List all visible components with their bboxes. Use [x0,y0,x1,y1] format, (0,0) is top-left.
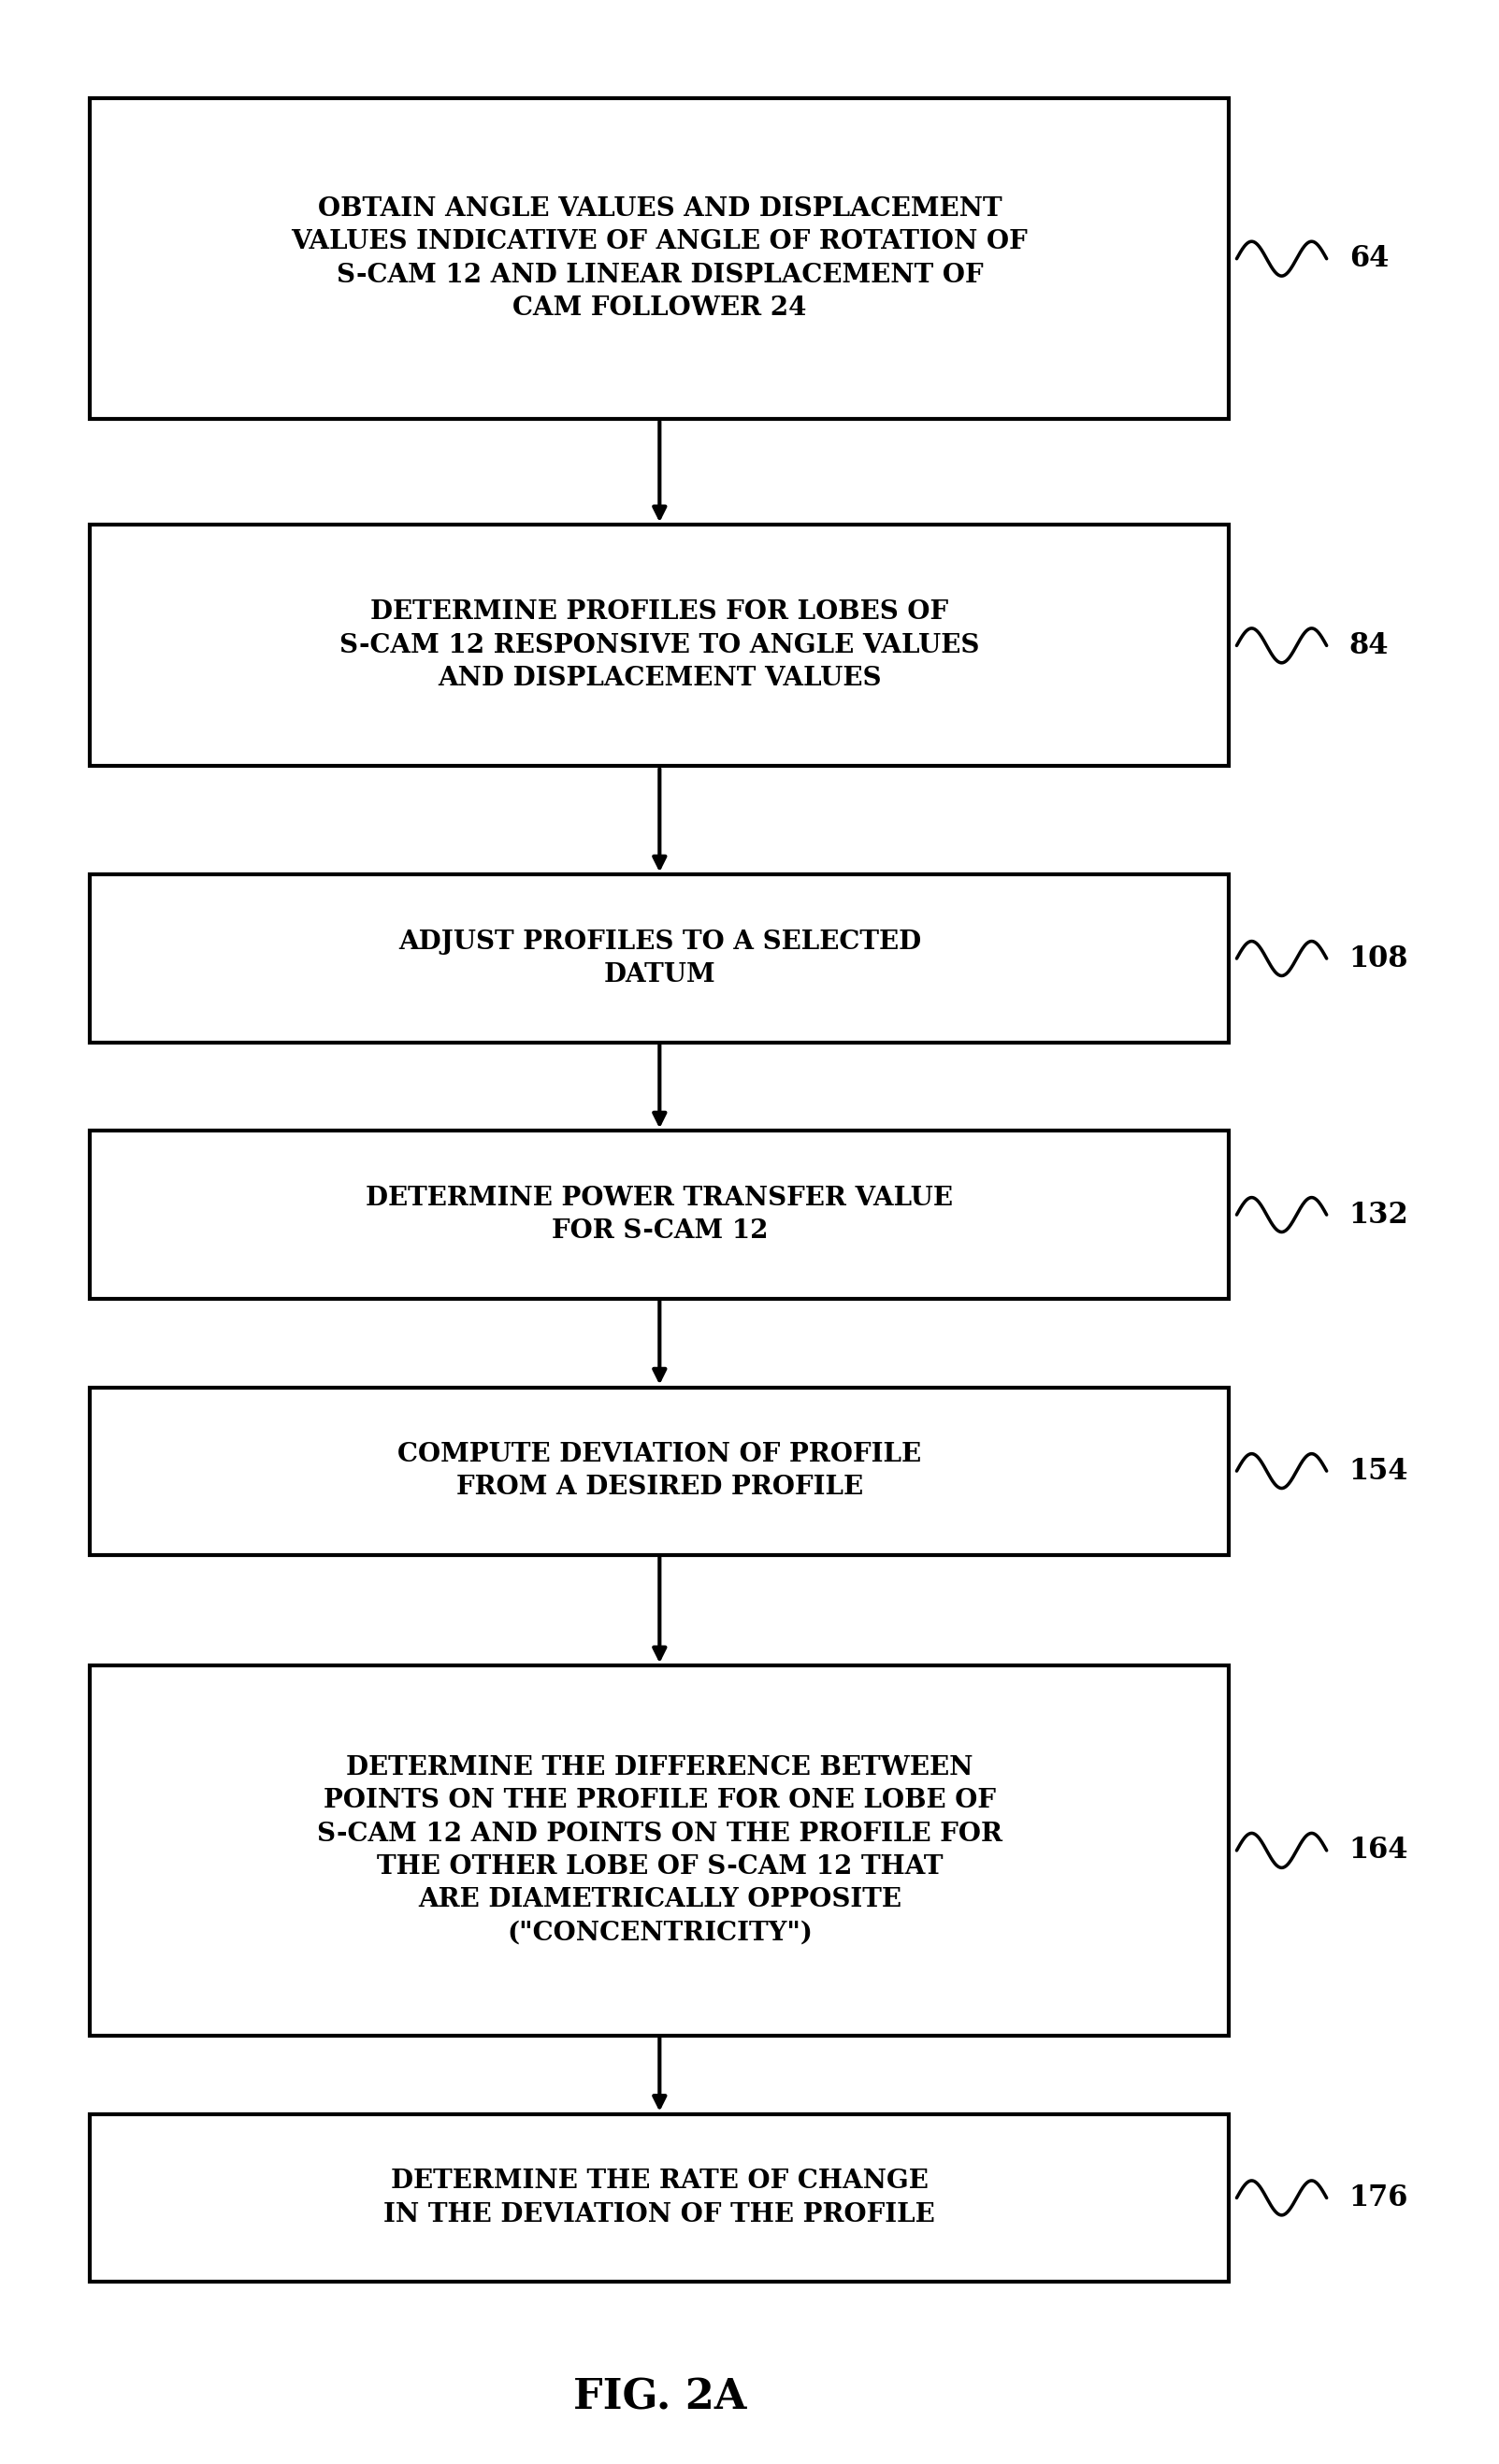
Text: 64: 64 [1349,244,1388,274]
Text: DETERMINE THE DIFFERENCE BETWEEN
POINTS ON THE PROFILE FOR ONE LOBE OF
S-CAM 12 : DETERMINE THE DIFFERENCE BETWEEN POINTS … [316,1754,1003,1947]
Text: ADJUST PROFILES TO A SELECTED
DATUM: ADJUST PROFILES TO A SELECTED DATUM [399,929,920,988]
FancyBboxPatch shape [90,99,1229,419]
Text: DETERMINE PROFILES FOR LOBES OF
S-CAM 12 RESPONSIVE TO ANGLE VALUES
AND DISPLACE: DETERMINE PROFILES FOR LOBES OF S-CAM 12… [340,599,979,692]
Text: 176: 176 [1349,2183,1409,2213]
Text: DETERMINE THE RATE OF CHANGE
IN THE DEVIATION OF THE PROFILE: DETERMINE THE RATE OF CHANGE IN THE DEVI… [384,2168,935,2227]
Text: DETERMINE POWER TRANSFER VALUE
FOR S-CAM 12: DETERMINE POWER TRANSFER VALUE FOR S-CAM… [366,1185,953,1244]
Text: 108: 108 [1349,944,1409,973]
Text: 84: 84 [1349,631,1390,660]
Text: 164: 164 [1349,1836,1409,1865]
Text: COMPUTE DEVIATION OF PROFILE
FROM A DESIRED PROFILE: COMPUTE DEVIATION OF PROFILE FROM A DESI… [397,1441,922,1501]
Text: OBTAIN ANGLE VALUES AND DISPLACEMENT
VALUES INDICATIVE OF ANGLE OF ROTATION OF
S: OBTAIN ANGLE VALUES AND DISPLACEMENT VAL… [291,197,1028,320]
FancyBboxPatch shape [90,2114,1229,2282]
Text: 154: 154 [1349,1456,1409,1486]
FancyBboxPatch shape [90,1387,1229,1555]
FancyBboxPatch shape [90,525,1229,766]
FancyBboxPatch shape [90,875,1229,1042]
FancyBboxPatch shape [90,1666,1229,2035]
FancyBboxPatch shape [90,1131,1229,1299]
Text: FIG. 2A: FIG. 2A [573,2378,747,2417]
Text: 132: 132 [1349,1200,1409,1230]
